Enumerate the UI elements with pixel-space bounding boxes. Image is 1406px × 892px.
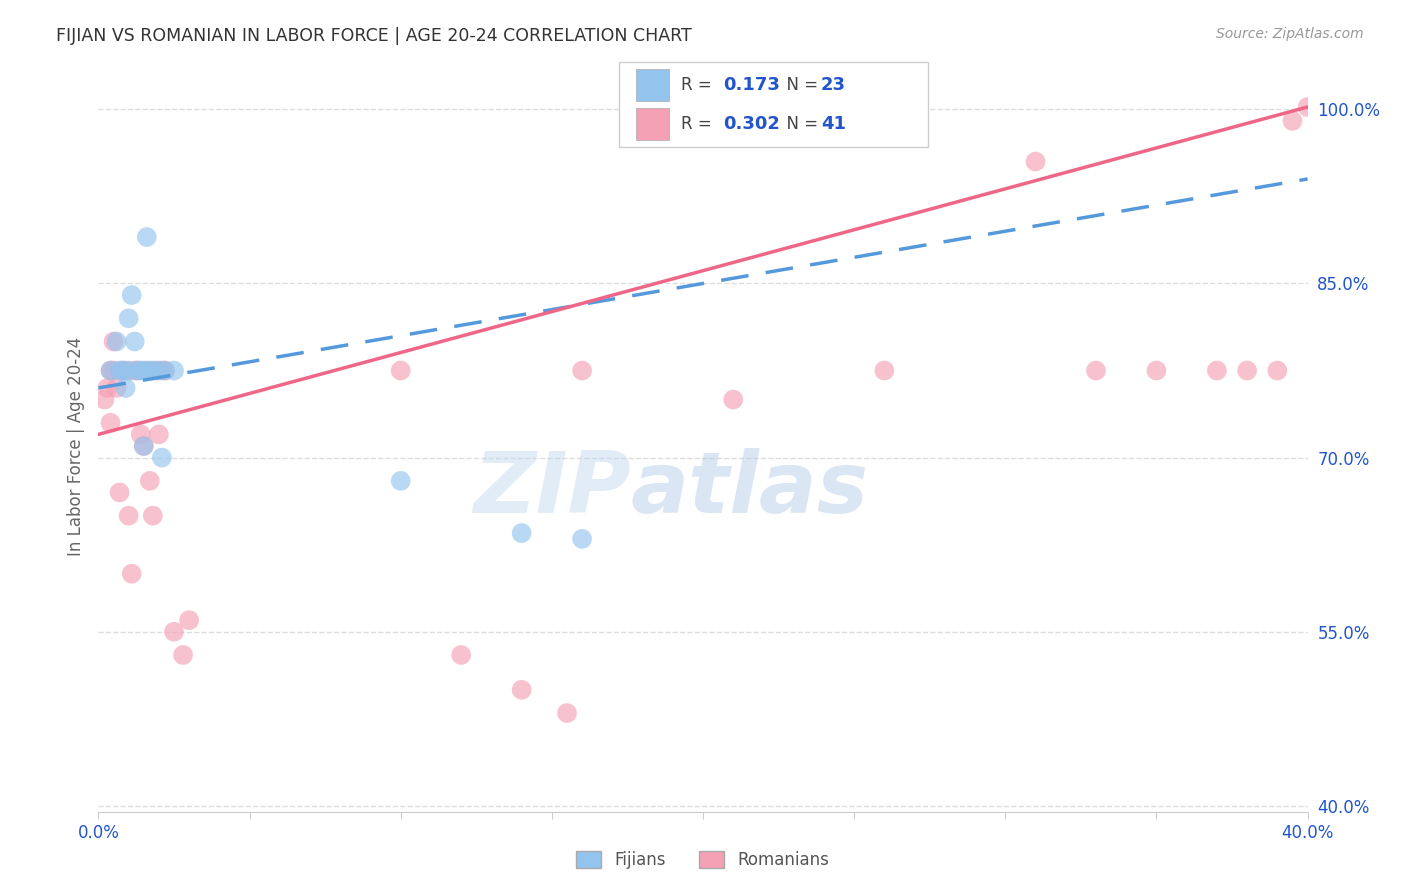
Point: [172, 648, 194, 662]
Point: [510, 526, 533, 541]
Point: [135, 363, 157, 377]
Point: [139, 363, 162, 377]
Point: [103, 363, 125, 377]
Point: [142, 508, 165, 523]
Point: [142, 363, 165, 377]
Point: [1267, 363, 1289, 377]
Point: [124, 334, 146, 349]
Point: [105, 381, 128, 395]
Point: [148, 363, 170, 377]
Point: [389, 363, 412, 377]
Point: [389, 474, 412, 488]
Point: [132, 439, 155, 453]
Point: [139, 474, 162, 488]
Point: [1281, 114, 1303, 128]
Point: [121, 288, 143, 302]
Point: [108, 363, 131, 377]
Point: [124, 363, 146, 377]
Point: [873, 363, 896, 377]
Point: [135, 230, 157, 244]
Point: [723, 392, 745, 407]
Point: [163, 363, 186, 377]
Point: [132, 439, 155, 453]
Point: [555, 706, 578, 720]
Point: [93, 392, 115, 407]
Point: [153, 363, 176, 377]
Point: [1024, 154, 1046, 169]
Point: [105, 334, 128, 349]
Text: atlas: atlas: [630, 449, 869, 532]
Point: [150, 450, 173, 465]
Point: [129, 363, 152, 377]
Text: N =: N =: [776, 115, 824, 133]
Text: R =: R =: [681, 77, 717, 95]
Point: [103, 334, 125, 349]
Text: 0.302: 0.302: [723, 115, 779, 133]
Point: [571, 532, 593, 546]
Point: [148, 427, 170, 442]
Point: [1296, 100, 1319, 114]
Point: [121, 566, 143, 581]
Point: [127, 363, 149, 377]
Point: [179, 613, 201, 627]
Text: 41: 41: [821, 115, 846, 133]
Point: [153, 363, 176, 377]
Text: 0.173: 0.173: [723, 77, 779, 95]
Point: [129, 427, 152, 442]
Point: [111, 363, 134, 377]
Point: [127, 363, 149, 377]
Text: 23: 23: [821, 77, 846, 95]
Point: [118, 508, 141, 523]
Text: N =: N =: [776, 77, 824, 95]
Point: [100, 363, 122, 377]
Point: [571, 363, 593, 377]
Point: [96, 381, 118, 395]
Point: [132, 363, 155, 377]
Y-axis label: In Labor Force | Age 20-24: In Labor Force | Age 20-24: [66, 336, 84, 556]
Text: FIJIAN VS ROMANIAN IN LABOR FORCE | AGE 20-24 CORRELATION CHART: FIJIAN VS ROMANIAN IN LABOR FORCE | AGE …: [56, 27, 692, 45]
Point: [150, 363, 173, 377]
Point: [114, 381, 136, 395]
Point: [1236, 363, 1258, 377]
Point: [111, 363, 134, 377]
Point: [1085, 363, 1108, 377]
Legend: Fijians, Romanians: Fijians, Romanians: [576, 851, 830, 869]
Point: [108, 485, 131, 500]
Point: [450, 648, 472, 662]
Text: ZIP: ZIP: [472, 449, 630, 532]
Point: [118, 363, 141, 377]
Point: [1206, 363, 1229, 377]
Point: [145, 363, 167, 377]
Point: [100, 416, 122, 430]
Point: [100, 363, 122, 377]
Point: [114, 363, 136, 377]
Text: Source: ZipAtlas.com: Source: ZipAtlas.com: [1216, 27, 1364, 41]
Point: [163, 624, 186, 639]
Point: [118, 311, 141, 326]
Text: R =: R =: [681, 115, 717, 133]
Point: [510, 682, 533, 697]
Point: [1144, 363, 1167, 377]
